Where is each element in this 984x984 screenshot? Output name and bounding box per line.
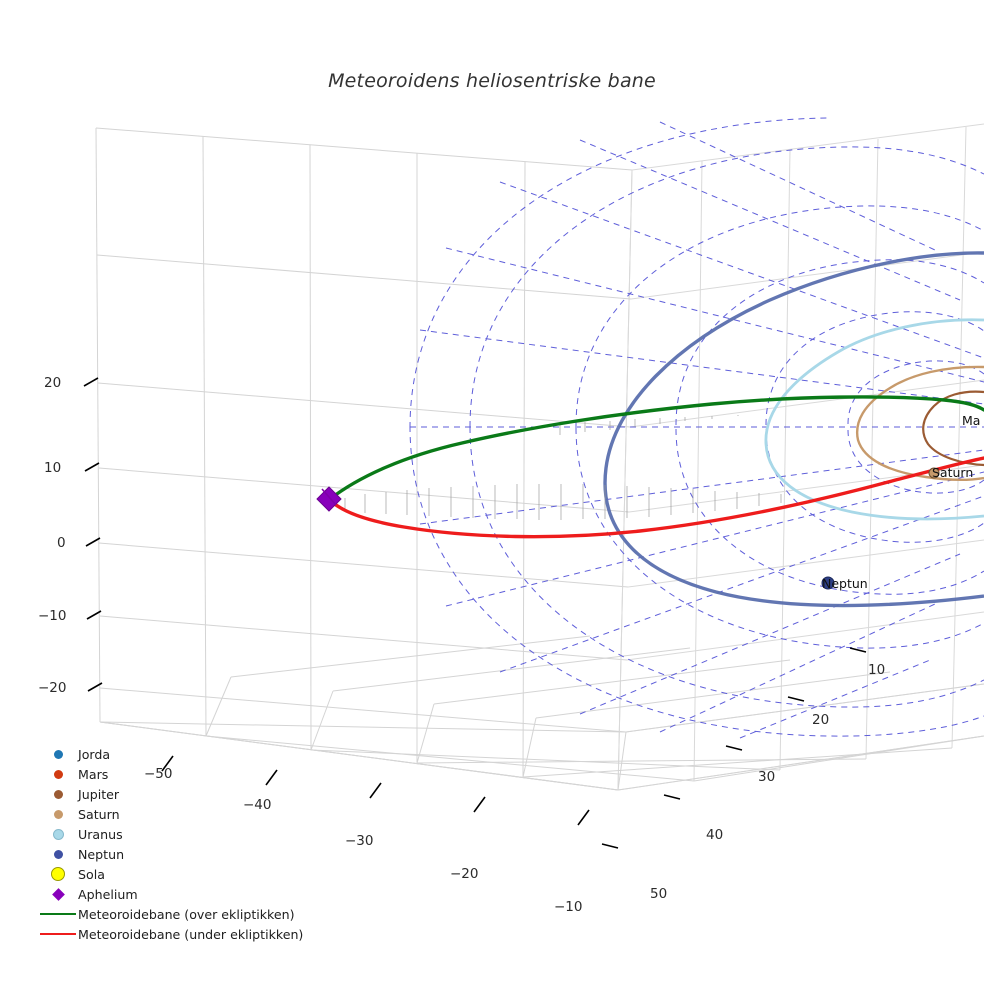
neptun-label: Neptun (822, 576, 868, 591)
z-tick-label-0: 20 (44, 375, 62, 391)
y-axis-ticks (601, 647, 867, 849)
diamond-marker-icon (38, 887, 78, 901)
legend: Jorda Mars Jupiter Saturn Uranus (38, 744, 358, 944)
circle-marker-icon (38, 789, 78, 799)
y-tick-label-1: 20 (812, 712, 830, 728)
x-tick-label-0: −50 (144, 766, 173, 782)
legend-item-aphelium[interactable]: Aphelium (38, 884, 358, 904)
circle-marker-icon (38, 809, 78, 819)
legend-item-jorda[interactable]: Jorda (38, 744, 358, 764)
floor-pane (99, 676, 984, 791)
aphelium-marker (316, 486, 342, 512)
x-tick-label-3: −20 (450, 866, 479, 882)
line-swatch-icon (38, 913, 78, 915)
x-tick-label-4: −10 (554, 899, 583, 915)
page-title: Meteoroidens heliosentriske bane (328, 70, 656, 92)
orbit-uranus (764, 318, 984, 521)
y-tick-label-3: 40 (706, 827, 724, 843)
saturn-label: Saturn (932, 465, 974, 480)
z-tick-label-2: 0 (57, 535, 66, 551)
orbit-saturn (855, 365, 984, 481)
body-marker-neptun (821, 576, 835, 590)
circle-marker-icon (38, 749, 78, 759)
legend-label: Saturn (78, 806, 120, 822)
legend-item-meteoroid-above[interactable]: Meteoroidebane (over ekliptikken) (38, 904, 358, 924)
circle-marker-icon (38, 867, 78, 881)
legend-label: Mars (78, 766, 109, 782)
circle-marker-icon (38, 849, 78, 859)
meteoroid-path-below-ecliptic (328, 456, 984, 539)
orbit-neptun (603, 251, 984, 608)
legend-label: Uranus (78, 826, 123, 842)
mars-label: Ma (962, 413, 981, 428)
back-wall-pane (617, 123, 984, 791)
legend-label: Meteoroidebane (under ekliptikken) (78, 926, 304, 942)
y-tick-label-4: 50 (650, 886, 668, 902)
circle-marker-icon (38, 769, 78, 779)
legend-label: Jorda (78, 746, 111, 762)
legend-item-neptun[interactable]: Neptun (38, 844, 358, 864)
circle-marker-icon (38, 828, 78, 840)
z-tick-label-3: −10 (38, 608, 67, 624)
orbit-jupiter (922, 390, 984, 467)
y-tick-label-0: 10 (868, 662, 886, 678)
line-swatch-icon (38, 933, 78, 935)
legend-label: Jupiter (78, 786, 120, 802)
meteoroid-path-above-ecliptic (328, 395, 984, 501)
z-tick-label-4: −20 (38, 680, 67, 696)
x-axis-ticks (161, 755, 590, 826)
x-tick-label-2: −30 (345, 833, 374, 849)
legend-item-jupiter[interactable]: Jupiter (38, 784, 358, 804)
legend-item-saturn[interactable]: Saturn (38, 804, 358, 824)
x-tick-label-1: −40 (243, 797, 272, 813)
legend-item-meteoroid-below[interactable]: Meteoroidebane (under ekliptikken) (38, 924, 358, 944)
legend-label: Neptun (78, 846, 125, 862)
legend-label: Meteoroidebane (over ekliptikken) (78, 906, 295, 922)
ecliptic-polar-grid (409, 117, 984, 739)
y-tick-label-2: 30 (758, 769, 776, 785)
left-wall-pane (95, 127, 633, 791)
legend-item-mars[interactable]: Mars (38, 764, 358, 784)
legend-label: Sola (78, 866, 105, 882)
meteoroid-stem-lines (344, 415, 782, 520)
z-axis-ticks (83, 377, 103, 692)
floor-grid-extension (230, 635, 984, 782)
legend-item-uranus[interactable]: Uranus (38, 824, 358, 844)
z-tick-label-1: 10 (44, 460, 62, 476)
body-marker-saturn (928, 467, 940, 479)
legend-label: Aphelium (78, 886, 138, 902)
legend-item-sola[interactable]: Sola (38, 864, 358, 884)
